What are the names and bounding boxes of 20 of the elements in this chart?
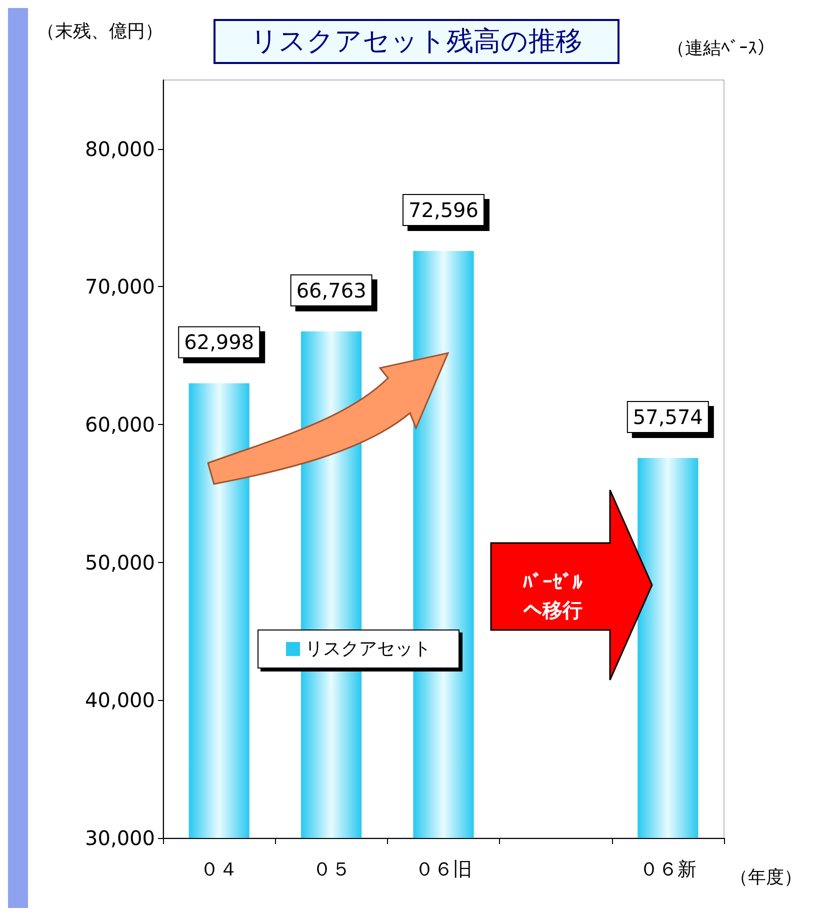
annotation: ﾊﾞｰｾﾞﾙへ移行 — [522, 569, 584, 624]
y-tick-label: 30,000 — [85, 826, 155, 850]
y-tick-label: 60,000 — [85, 412, 155, 437]
y-tick-label: 40,000 — [85, 688, 155, 712]
chart-title: リスクアセット残高の推移 — [250, 26, 582, 57]
y-axis-title: （末残、億円） — [37, 21, 163, 41]
x-tick-label: ０５ — [312, 858, 350, 880]
y-tick-label: 80,000 — [85, 136, 155, 161]
y-tick-label: 50,000 — [85, 550, 155, 574]
data-label: 57,574 — [632, 404, 703, 429]
data-label: 62,998 — [184, 330, 254, 354]
data-label: 66,763 — [296, 278, 366, 302]
y-tick-label: 70,000 — [85, 274, 155, 299]
data-label: 72,596 — [408, 198, 478, 222]
x-axis-title: （年度） — [730, 867, 802, 887]
text: （連結ﾍﾞｰｽ） — [667, 37, 775, 60]
x-tick-label: ０４ — [200, 858, 238, 880]
x-tick-label: ０６新 — [639, 858, 696, 880]
x-tick-label: ０６旧 — [415, 858, 472, 880]
legend-label: リスクアセット — [305, 638, 431, 660]
